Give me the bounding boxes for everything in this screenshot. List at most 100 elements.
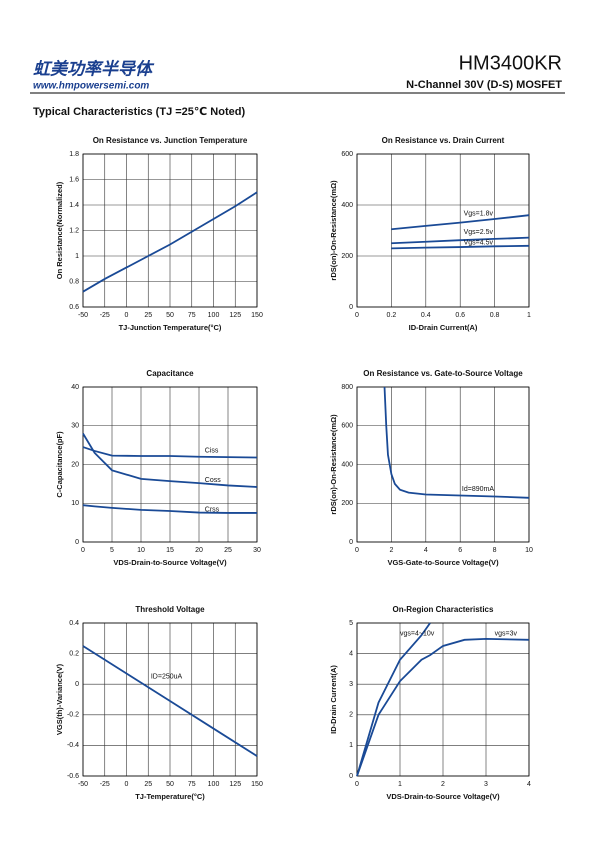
x-tick-label: -25 (100, 312, 110, 319)
x-tick-label: 25 (144, 781, 152, 788)
x-axis-label: VDS-Drain-to-Source Voltage(V) (386, 792, 500, 801)
x-tick-label: 6 (458, 547, 462, 554)
chart-title: On Resistance vs. Drain Current (382, 136, 505, 145)
y-tick-label: -0.6 (67, 773, 79, 780)
x-tick-label: 20 (195, 547, 203, 554)
data-line (82, 446, 258, 459)
y-tick-label: 600 (341, 423, 353, 430)
x-tick-label: 1 (398, 781, 402, 788)
data-line (82, 433, 258, 488)
y-tick-label: 20 (71, 461, 79, 468)
data-line (356, 638, 530, 777)
x-tick-label: 125 (229, 781, 241, 788)
x-tick-label: 150 (251, 781, 263, 788)
x-tick-label: 4 (527, 781, 531, 788)
x-tick-label: 0.6 (455, 312, 465, 319)
chart-title: On Resistance vs. Junction Temperature (93, 136, 248, 145)
y-tick-label: 10 (71, 500, 79, 507)
x-tick-label: 5 (110, 547, 114, 554)
plot-frame (82, 153, 258, 308)
chart-title: Threshold Voltage (135, 605, 205, 614)
y-tick-label: 0 (349, 773, 353, 780)
plot-frame (82, 386, 258, 543)
y-tick-label: 0.4 (69, 620, 79, 627)
part-description: N-Channel 30V (D-S) MOSFET (406, 79, 562, 91)
x-tick-label: 0 (125, 312, 129, 319)
x-tick-label: -25 (100, 781, 110, 788)
data-line (82, 645, 258, 757)
x-tick-label: 0.2 (387, 312, 397, 319)
x-tick-label: 0 (355, 547, 359, 554)
y-tick-label: 2 (349, 712, 353, 719)
x-tick-label: 0 (355, 312, 359, 319)
x-tick-label: 10 (137, 547, 145, 554)
y-axis-label: VGS(th)-Variance(V) (55, 663, 64, 735)
series-label: Ciss (205, 447, 219, 454)
series-label: Vgs=2.5v (464, 229, 494, 236)
y-tick-label: 0 (75, 539, 79, 546)
x-tick-label: 8 (493, 547, 497, 554)
part-number: HM3400KR (459, 52, 562, 74)
plot-frame (82, 622, 258, 777)
x-tick-label: 0 (81, 547, 85, 554)
x-axis-label: ID-Drain Current(A) (409, 323, 478, 332)
x-tick-label: 0 (125, 781, 129, 788)
y-tick-label: -0.2 (67, 712, 79, 719)
section-title: Typical Characteristics (TJ =25℃ Noted) (33, 106, 245, 118)
y-tick-label: 200 (341, 500, 353, 507)
annotation: ID=250uA (151, 673, 183, 680)
y-tick-label: 1.4 (69, 202, 79, 209)
y-tick-label: 1 (75, 253, 79, 260)
x-tick-label: 25 (224, 547, 232, 554)
y-tick-label: 30 (71, 423, 79, 430)
x-tick-label: 15 (166, 547, 174, 554)
chart-title: On-Region Characteristics (393, 605, 494, 614)
data-line (82, 504, 257, 514)
data-line (356, 622, 431, 777)
website: www.hmpowersemi.com (33, 81, 149, 92)
series-label: Coss (205, 477, 221, 484)
plot-frame (356, 386, 530, 543)
x-axis-label: TJ-Junction Temperature(°C) (119, 323, 222, 332)
x-tick-label: 0.8 (490, 312, 500, 319)
y-tick-label: 400 (341, 461, 353, 468)
x-tick-label: 125 (229, 312, 241, 319)
chart-title: Capacitance (146, 369, 194, 378)
x-tick-label: 0 (355, 781, 359, 788)
y-tick-label: -0.4 (67, 742, 79, 749)
x-tick-label: 100 (208, 781, 220, 788)
series-label: vgs=4~10v (400, 631, 435, 638)
x-tick-label: 10 (525, 547, 533, 554)
y-axis-label: On Resistance(Normalized) (55, 181, 64, 279)
x-tick-label: 2 (441, 781, 445, 788)
y-tick-label: 1.2 (69, 227, 79, 234)
x-tick-label: 75 (188, 312, 196, 319)
x-tick-label: -50 (78, 781, 88, 788)
plot-frame (356, 153, 530, 308)
y-tick-label: 1 (349, 742, 353, 749)
y-tick-label: 600 (341, 151, 353, 158)
y-axis-label: ID-Drain Current(A) (329, 665, 338, 734)
y-tick-label: 1.8 (69, 151, 79, 158)
x-tick-label: -50 (78, 312, 88, 319)
y-tick-label: 0.6 (69, 304, 79, 311)
x-tick-label: 100 (208, 312, 220, 319)
x-tick-label: 2 (389, 547, 393, 554)
y-axis-label: rDS(on)-On-Resistance(mΩ) (329, 414, 338, 515)
y-axis-label: C-Capacitance(pF) (55, 431, 64, 498)
y-tick-label: 1.6 (69, 176, 79, 183)
y-tick-label: 5 (349, 620, 353, 627)
series-label: Vgs=4.5v (464, 240, 494, 247)
x-tick-label: 0.4 (421, 312, 431, 319)
x-axis-label: VGS-Gate-to-Source Voltage(V) (387, 558, 499, 567)
series-label: Crss (205, 506, 220, 513)
data-line (391, 236, 530, 245)
series-label: Vgs=1.8v (464, 211, 494, 218)
y-tick-label: 40 (71, 384, 79, 391)
x-axis-label: VDS-Drain-to-Source Voltage(V) (113, 558, 227, 567)
x-tick-label: 3 (484, 781, 488, 788)
series-label: vgs=3v (495, 631, 518, 638)
x-tick-label: 1 (527, 312, 531, 319)
annotation: Id=890mA (462, 486, 494, 493)
